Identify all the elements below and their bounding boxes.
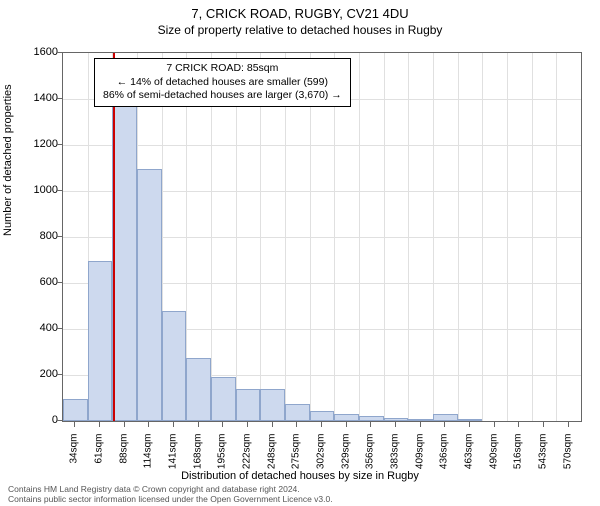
ytick-label: 1000 <box>18 184 58 196</box>
annotation-line3: 86% of semi-detached houses are larger (… <box>103 89 342 103</box>
chart-title: 7, CRICK ROAD, RUGBY, CV21 4DU <box>0 6 600 21</box>
gridline-v <box>458 53 459 421</box>
ytick-label: 800 <box>18 230 58 242</box>
ytick-label: 200 <box>18 368 58 380</box>
ytick-mark <box>57 420 62 421</box>
xtick-mark <box>494 422 495 427</box>
histogram-bar <box>186 358 211 421</box>
histogram-bar <box>384 418 409 421</box>
footer-attribution: Contains HM Land Registry data © Crown c… <box>8 484 592 504</box>
chart-plot-area <box>62 52 582 422</box>
gridline-v <box>359 53 360 421</box>
histogram-bar <box>433 414 458 421</box>
xtick-mark <box>420 422 421 427</box>
xtick-mark <box>444 422 445 427</box>
xtick-mark <box>543 422 544 427</box>
gridline-v <box>260 53 261 421</box>
gridline-v <box>482 53 483 421</box>
xtick-mark <box>198 422 199 427</box>
xtick-mark <box>148 422 149 427</box>
xtick-mark <box>222 422 223 427</box>
ytick-mark <box>57 190 62 191</box>
chart-subtitle: Size of property relative to detached ho… <box>0 23 600 37</box>
gridline-v <box>211 53 212 421</box>
histogram-bar <box>137 169 162 421</box>
histogram-bar <box>334 414 359 421</box>
gridline-v <box>507 53 508 421</box>
gridline-v <box>433 53 434 421</box>
ytick-mark <box>57 328 62 329</box>
histogram-bar <box>63 399 88 421</box>
ytick-mark <box>57 52 62 53</box>
ytick-mark <box>57 144 62 145</box>
footer-line2: Contains public sector information licen… <box>8 494 592 504</box>
ytick-mark <box>57 282 62 283</box>
gridline-h <box>63 145 581 146</box>
histogram-bar <box>285 404 310 421</box>
ytick-label: 1200 <box>18 138 58 150</box>
xtick-mark <box>296 422 297 427</box>
histogram-bar <box>88 261 113 421</box>
property-marker-line <box>113 53 115 421</box>
xtick-mark <box>124 422 125 427</box>
xtick-mark <box>568 422 569 427</box>
ytick-label: 0 <box>18 414 58 426</box>
ytick-label: 400 <box>18 322 58 334</box>
gridline-v <box>384 53 385 421</box>
annotation-box: 7 CRICK ROAD: 85sqm ← 14% of detached ho… <box>94 58 351 107</box>
gridline-v <box>556 53 557 421</box>
gridline-v <box>532 53 533 421</box>
gridline-v <box>334 53 335 421</box>
histogram-bar <box>310 411 335 421</box>
y-axis-label: Number of detached properties <box>2 84 14 236</box>
xtick-mark <box>247 422 248 427</box>
histogram-bar <box>260 389 285 421</box>
xtick-mark <box>518 422 519 427</box>
ytick-mark <box>57 98 62 99</box>
xtick-mark <box>272 422 273 427</box>
ytick-label: 1600 <box>18 46 58 58</box>
gridline-v <box>236 53 237 421</box>
ytick-mark <box>57 236 62 237</box>
x-axis-label: Distribution of detached houses by size … <box>0 470 600 482</box>
annotation-line2: ← 14% of detached houses are smaller (59… <box>103 76 342 90</box>
ytick-mark <box>57 374 62 375</box>
xtick-mark <box>370 422 371 427</box>
xtick-mark <box>321 422 322 427</box>
histogram-bar <box>211 377 236 421</box>
xtick-mark <box>74 422 75 427</box>
histogram-bar <box>458 419 483 421</box>
xtick-mark <box>346 422 347 427</box>
annotation-line1: 7 CRICK ROAD: 85sqm <box>103 62 342 76</box>
histogram-bar <box>162 311 187 421</box>
histogram-bar <box>236 389 261 421</box>
histogram-bar <box>408 419 433 421</box>
xtick-mark <box>395 422 396 427</box>
footer-line1: Contains HM Land Registry data © Crown c… <box>8 484 592 494</box>
xtick-mark <box>469 422 470 427</box>
histogram-bar <box>359 416 384 421</box>
xtick-mark <box>173 422 174 427</box>
ytick-label: 1400 <box>18 92 58 104</box>
gridline-v <box>310 53 311 421</box>
gridline-v <box>285 53 286 421</box>
histogram-bar <box>112 100 137 421</box>
gridline-v <box>408 53 409 421</box>
xtick-mark <box>99 422 100 427</box>
ytick-label: 600 <box>18 276 58 288</box>
